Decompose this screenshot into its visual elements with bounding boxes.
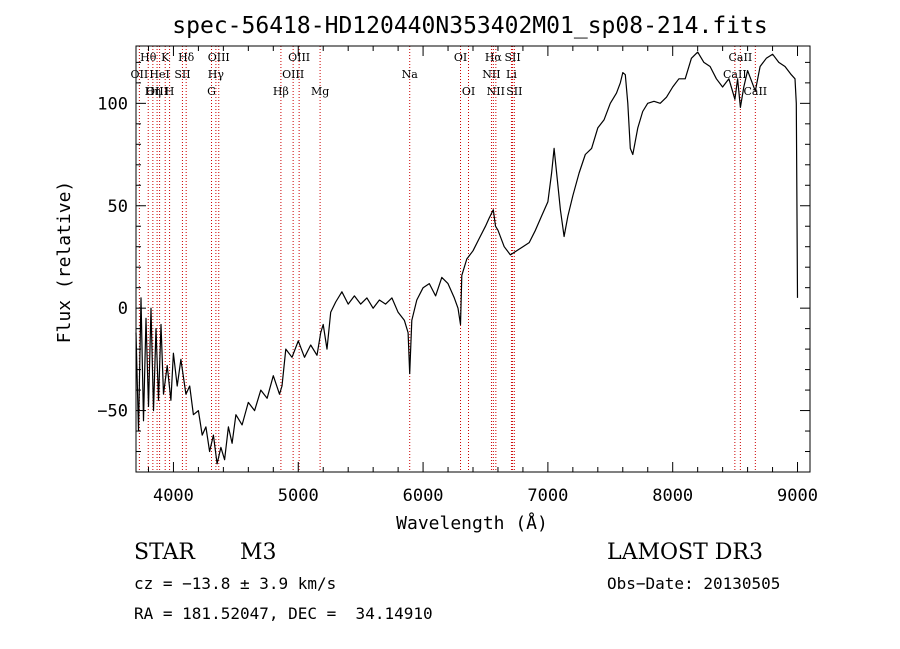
line-marker-label-26: CaII (723, 68, 747, 81)
x-tick-label-1: 5000 (278, 486, 319, 506)
line-marker-label-12: OIII (288, 51, 310, 64)
x-tick-label-0: 4000 (153, 486, 194, 506)
line-marker-label-9: OIII (208, 51, 230, 64)
object-subclass: M3 (240, 540, 277, 565)
spectrum-series-group (135, 51, 799, 465)
line-marker-label-18: OI (462, 85, 475, 98)
line-marker-label-4: HeI (149, 68, 169, 81)
x-tick-label-3: 7000 (527, 486, 568, 506)
survey-name: LAMOST DR3 (607, 540, 763, 565)
line-marker-label-11: G (207, 85, 216, 98)
y-tick-label-0: −50 (97, 402, 128, 422)
line-marker-label-5: Hη (145, 85, 161, 98)
x-tick-label-4: 8000 (652, 486, 693, 506)
line-marker-label-21: NII (487, 85, 505, 98)
line-markers-group (138, 46, 756, 472)
line-marker-label-19: Hα (485, 51, 503, 64)
spectrum-line (135, 51, 799, 465)
chart-title: spec-56418-HD120440N353402M01_sp08-214.f… (172, 13, 767, 39)
line-marker-label-16: Na (402, 68, 419, 81)
line-marker-label-17: OI (454, 51, 467, 64)
x-tick-label-5: 9000 (777, 486, 818, 506)
object-type: STAR (134, 540, 195, 565)
plot-frame (135, 45, 811, 473)
line-marker-label-25: CaII (729, 51, 753, 64)
y-tick-label-3: 100 (97, 94, 128, 114)
observation-date: Obs−Date: 20130505 (607, 574, 781, 593)
line-marker-label-8: H (165, 85, 175, 98)
line-marker-label-14: Hβ (273, 85, 289, 98)
line-marker-label-6: Hδ (178, 51, 195, 64)
line-marker-label-1: OII (131, 68, 149, 81)
y-tick-label-1: 0 (118, 299, 128, 319)
redshift-cz: cz = −13.8 ± 3.9 km/s (134, 574, 337, 593)
y-axis-label: Flux (relative) (54, 181, 75, 344)
line-marker-label-0: Hθ (140, 51, 157, 64)
line-marker-label-20: NII (482, 68, 500, 81)
line-marker-label-23: Li (506, 68, 517, 81)
coordinates: RA = 181.52047, DEC = 34.14910 (134, 604, 433, 623)
line-marker-label-2: OIII (146, 85, 168, 98)
line-marker-label-15: Mg (311, 85, 329, 98)
x-tick-label-2: 6000 (403, 486, 444, 506)
axis-tick-labels-group: 4000 5000 6000 7000 8000 9000 −50 0 50 100 (97, 94, 818, 506)
x-axis-label: Wavelength (Å) (396, 512, 548, 534)
axis-ticks-group (136, 46, 810, 472)
line-marker-label-3: K (161, 51, 170, 64)
line-marker-label-7: SII (174, 68, 190, 81)
line-marker-label-10: Hγ (208, 68, 225, 81)
line-marker-label-24: SII (506, 85, 522, 98)
line-marker-label-22: SII (504, 51, 520, 64)
line-marker-label-13: OIII (282, 68, 304, 81)
y-tick-label-2: 50 (108, 197, 128, 217)
